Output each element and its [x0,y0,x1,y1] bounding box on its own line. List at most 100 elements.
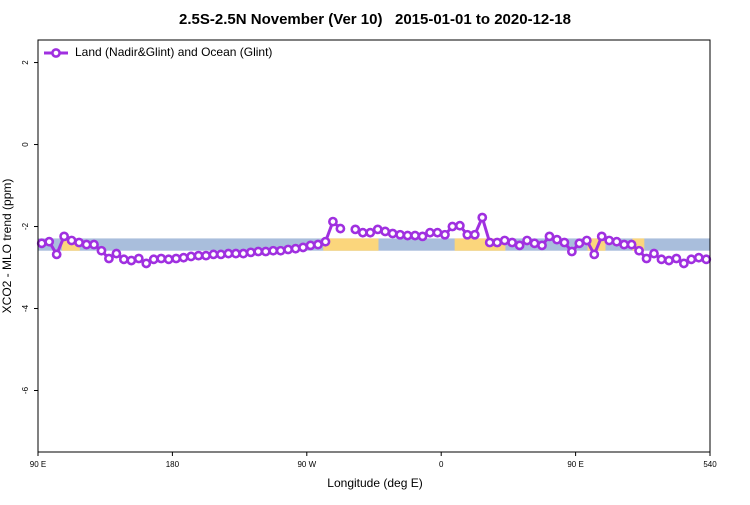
data-point [298,242,308,253]
data-point [51,249,62,260]
data-point [611,236,622,247]
data-point [462,229,473,240]
data-point [365,227,376,238]
data-point [253,246,264,257]
data-point [387,228,398,239]
data-point [447,221,458,232]
data-point [230,248,241,259]
x-tick-label: 90 E [30,460,46,469]
y-tick-label: -6 [21,386,30,394]
land-segment [323,238,379,251]
data-point [111,248,122,259]
y-tick-label: -4 [21,304,30,312]
data-point [305,240,316,251]
data-point [163,254,174,265]
data-point [283,244,294,255]
y-tick-label: 2 [21,60,30,65]
data-point [649,248,659,259]
data-point [260,246,271,257]
data-point [328,216,338,227]
data-point [522,235,532,246]
data-point [574,238,585,249]
data-point [223,248,234,259]
plot-frame [37,39,711,453]
y-axis-label: XCO2 - MLO trend (ppm) [0,179,14,314]
data-point [417,231,428,242]
data-point [372,224,383,235]
data-point [566,246,577,257]
data-point [89,239,99,250]
y-tick-label: 0 [21,142,30,147]
data-point [671,253,682,264]
data-point [350,224,361,235]
data-point [193,250,204,261]
x-tick-label: 90 E [567,460,583,469]
data-point [537,240,547,251]
data-point [357,227,368,238]
data-point [559,237,570,248]
data-point [581,235,592,246]
data-point [96,245,107,256]
y-tick-label: -2 [21,222,30,230]
data-point [81,239,92,250]
data-point [320,236,331,247]
data-point [693,252,704,263]
data-point [275,245,286,256]
data-point [59,231,70,242]
x-tick-label: 90 W [297,460,316,469]
data-point [499,235,510,246]
chart-title: 2.5S-2.5N November (Ver 10) 2015-01-01 t… [179,11,571,28]
data-point [148,254,159,265]
data-point [380,226,391,237]
data-point [454,220,465,231]
legend-label: Land (Nadir&Glint) and Ocean (Glint) [75,45,272,59]
data-point [141,258,152,269]
data-point [410,230,420,241]
data-point [402,230,413,241]
data-point [596,231,607,242]
data-point [201,250,211,261]
data-point [552,234,562,245]
data-point [171,253,182,264]
data-point [589,249,600,260]
data-point [484,237,495,248]
data-point [432,227,443,238]
data-point [74,237,84,248]
data-point [335,223,346,234]
data-point [313,239,323,250]
x-tick-label: 0 [439,460,444,469]
data-point [514,240,525,251]
data-point [469,229,480,240]
data-point [634,245,644,256]
data-point [664,255,674,266]
data-point [678,258,689,269]
data-point [268,245,279,256]
data-point [440,229,450,240]
data-point [604,235,615,246]
data-point [66,235,77,246]
data-point [619,239,630,250]
data-point [208,249,219,260]
data-point [656,254,667,265]
data-point [477,212,488,223]
data-point [133,253,144,264]
data-point [290,243,301,254]
data-point [104,253,114,264]
data-point [686,254,697,265]
data-point [36,238,47,249]
data-point [641,253,652,264]
data-point [529,238,540,249]
data-point [126,255,137,266]
data-point [492,237,503,248]
data-point [186,251,196,262]
data-point [425,227,435,238]
land-segment [632,238,645,251]
data-point [507,237,518,248]
x-tick-label: 540 [703,460,717,469]
x-axis-label: Longitude (deg E) [327,476,422,490]
data-point [626,239,637,250]
x-tick-label: 180 [166,460,180,469]
data-point [544,231,555,242]
data-point [238,248,249,259]
